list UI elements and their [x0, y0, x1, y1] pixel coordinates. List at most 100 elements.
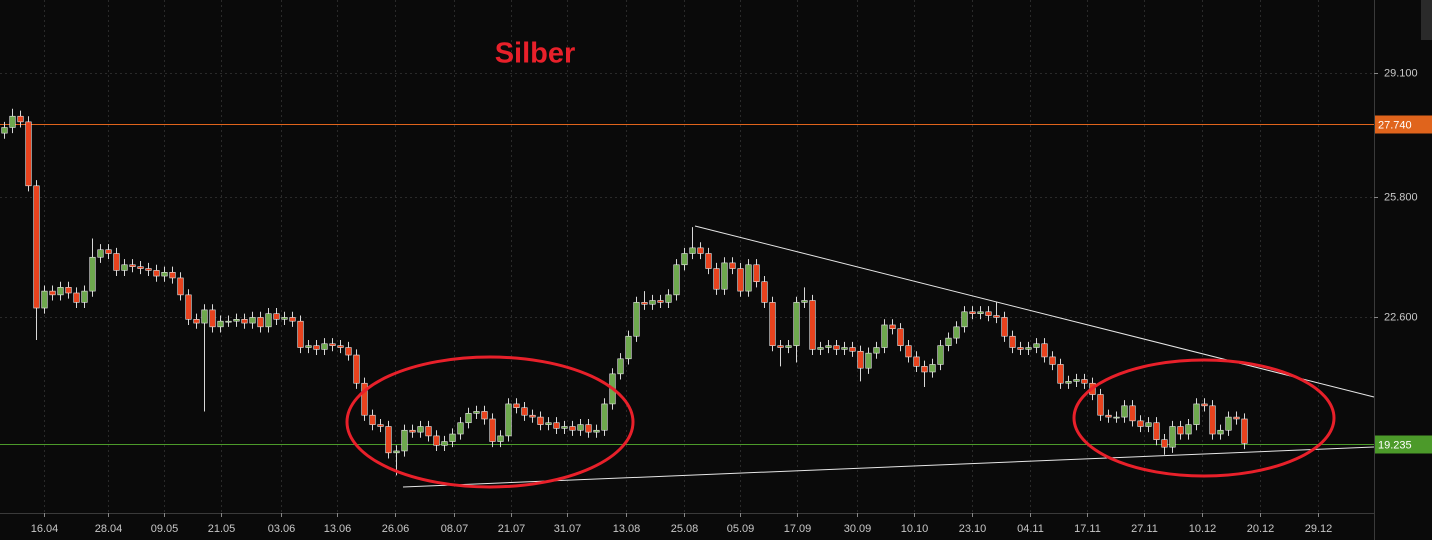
candle-body: [681, 253, 688, 266]
candle-body: [89, 256, 96, 292]
candle-body: [105, 249, 112, 254]
candle-body: [17, 115, 24, 123]
candle-body: [697, 247, 704, 254]
x-tick-label: 04.11: [1017, 523, 1044, 535]
candle-body: [593, 429, 600, 433]
candle-body: [785, 345, 792, 348]
candle-body: [689, 247, 696, 254]
candle-body: [1065, 381, 1072, 384]
scrollbar[interactable]: [1421, 0, 1432, 40]
x-tick-label: 26.06: [382, 523, 410, 535]
candle-body: [25, 121, 32, 187]
candle-body: [897, 328, 904, 346]
x-tick-label: 21.05: [208, 523, 236, 535]
candle-body: [497, 435, 504, 442]
candle-body: [713, 268, 720, 290]
candle-body: [953, 326, 960, 339]
x-tick-label: 27.11: [1131, 523, 1158, 535]
candle-body: [145, 268, 152, 271]
level-label: 19.235: [1378, 439, 1412, 451]
candle-body: [617, 358, 624, 375]
candle-body: [841, 347, 848, 350]
candle-body: [769, 302, 776, 346]
candle-body: [873, 347, 880, 354]
axes: 22.600 25.800 29.100 16.04 28.04 09.05 21.05 03…: [31, 67, 1432, 535]
candle-body: [665, 294, 672, 303]
candle-body: [1073, 379, 1080, 382]
candle-body: [289, 317, 296, 322]
x-tick-label: 08.07: [441, 523, 469, 535]
candle-body: [985, 311, 992, 316]
candle-body: [409, 429, 416, 433]
candle-body: [129, 264, 136, 267]
candle-body: [793, 302, 800, 346]
candle-body: [1057, 364, 1064, 384]
candle-body: [1129, 405, 1136, 422]
y-tick-label: 22.600: [1384, 311, 1418, 323]
x-tick-label: 23.10: [959, 523, 987, 535]
candle-body: [601, 403, 608, 431]
candle-body: [1145, 422, 1152, 427]
candle-body: [977, 311, 984, 314]
x-tick-label: 29.12: [1305, 523, 1333, 535]
candle-body: [969, 311, 976, 314]
candle-body: [1041, 343, 1048, 358]
candle-body: [529, 414, 536, 418]
candle-body: [137, 266, 144, 269]
candle-body: [33, 185, 40, 309]
x-tick-label: 20.12: [1247, 523, 1275, 535]
candle-body: [1009, 335, 1016, 348]
candle-body: [9, 115, 16, 128]
candle-body: [257, 317, 264, 328]
level-tag: [1375, 435, 1432, 454]
candle-body: [401, 429, 408, 452]
candle-body: [241, 319, 248, 324]
candle-body: [273, 313, 280, 320]
candle-body: [153, 270, 160, 277]
candle-body: [1137, 420, 1144, 427]
highlight-ellipse: [345, 355, 635, 489]
candle-body: [41, 290, 48, 309]
candle-body: [721, 262, 728, 290]
candle-body: [209, 309, 216, 328]
candle-body: [961, 311, 968, 328]
candles: [1, 108, 1248, 476]
x-tick-label: 17.11: [1074, 523, 1101, 535]
candle-body: [329, 343, 336, 346]
candle-body: [337, 345, 344, 348]
candle-body: [1049, 356, 1056, 365]
candle-body: [201, 309, 208, 324]
candle-body: [393, 450, 400, 454]
candle-body: [913, 356, 920, 367]
candle-body: [1105, 414, 1112, 418]
candle-body: [537, 416, 544, 425]
candle-body: [993, 315, 1000, 318]
candle-body: [417, 426, 424, 433]
candle-body: [457, 422, 464, 435]
candle-body: [49, 290, 56, 296]
candle-body: [889, 324, 896, 330]
candle-body: [1001, 317, 1008, 337]
trend-line: [402, 446, 1375, 488]
candle-body: [569, 426, 576, 431]
candle-body: [465, 413, 472, 424]
x-tick-label: 03.06: [268, 523, 296, 535]
candle-body: [121, 264, 128, 271]
candle-body: [505, 403, 512, 437]
x-tick-label: 28.04: [95, 523, 123, 535]
candle-body: [433, 435, 440, 446]
candle-body: [625, 335, 632, 360]
candle-body: [281, 317, 288, 320]
candle-body: [633, 302, 640, 337]
x-tick-label: 16.04: [31, 523, 59, 535]
candle-body: [753, 264, 760, 282]
candle-body: [921, 366, 928, 373]
candle-body: [385, 426, 392, 454]
candle-body: [1097, 394, 1104, 416]
candle-body: [1193, 403, 1200, 425]
candle-body: [161, 271, 168, 277]
candle-body: [1217, 429, 1224, 435]
candle-body: [449, 433, 456, 442]
candle-body: [1017, 347, 1024, 350]
